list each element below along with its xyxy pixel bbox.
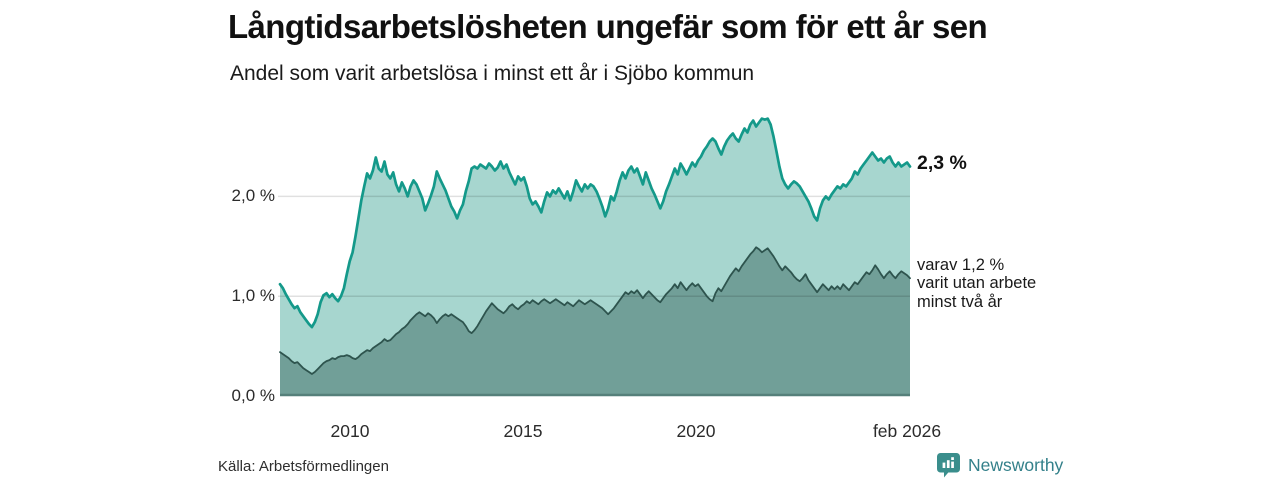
source-label: Källa: Arbetsförmedlingen — [218, 458, 389, 475]
secondary-value-line-2: varit utan arbete — [917, 274, 1037, 293]
newsworthy-wordmark: Newsworthy — [968, 454, 1064, 475]
secondary-value-label: varav 1,2 % varit utan arbete minst två … — [917, 256, 1036, 311]
page-title: Långtidsarbetslösheten ungefär som för e… — [228, 8, 988, 45]
y-axis-tick-0: 0,0 % — [231, 386, 275, 405]
y-axis-tick-1: 1,0 % — [231, 286, 275, 305]
chart-subtitle: Andel som varit arbetslösa i minst ett å… — [230, 62, 755, 85]
secondary-value-line-3: minst två år — [917, 292, 1003, 311]
x-axis-tick-feb-2026: feb 2026 — [872, 421, 942, 441]
secondary-value-line-1: varav 1,2 % — [917, 256, 1005, 274]
latest-value-label: 2,3 % — [917, 152, 967, 174]
newsworthy-icon — [937, 452, 960, 477]
newsworthy-logo: Newsworthy — [936, 451, 1063, 479]
x-axis-tick-2020: 2020 — [676, 421, 716, 441]
x-axis-tick-2010: 2010 — [330, 421, 370, 441]
y-axis-tick-2: 2,0 % — [231, 186, 275, 205]
x-axis-tick-2015: 2015 — [503, 421, 543, 441]
